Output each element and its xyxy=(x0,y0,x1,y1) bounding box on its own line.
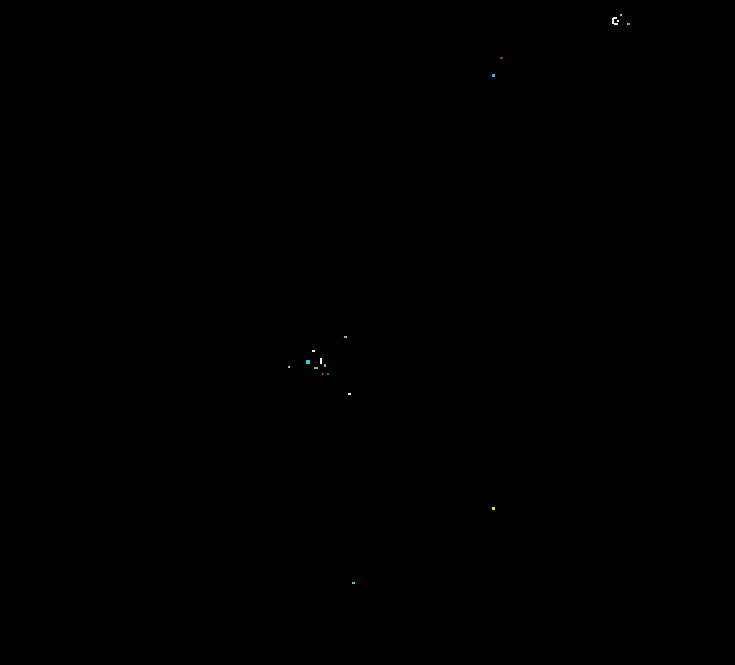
star-orange-1 xyxy=(324,364,326,367)
star-yellow-1 xyxy=(288,366,290,368)
star-green-3 xyxy=(344,336,347,338)
star-blue-1 xyxy=(327,373,329,375)
star-cyan-2 xyxy=(352,582,355,584)
star-cyan-1 xyxy=(306,360,310,364)
star-lightblue-1 xyxy=(492,74,495,77)
star-white-3 xyxy=(348,393,351,395)
star-white-1 xyxy=(312,350,315,352)
star-green-1 xyxy=(620,14,622,16)
crescent-sprite-core-dot xyxy=(617,20,619,22)
star-yellow-2 xyxy=(492,507,495,510)
crescent-sprite-top-dash xyxy=(613,17,617,19)
star-red-1 xyxy=(500,57,503,59)
star-teal-1 xyxy=(314,367,318,369)
star-green-2 xyxy=(627,23,630,25)
star-red-2 xyxy=(322,373,324,375)
star-white-2 xyxy=(320,358,322,364)
crescent-sprite-bottom-dash xyxy=(614,23,618,25)
crescent-sprite-left-bar xyxy=(612,18,614,24)
